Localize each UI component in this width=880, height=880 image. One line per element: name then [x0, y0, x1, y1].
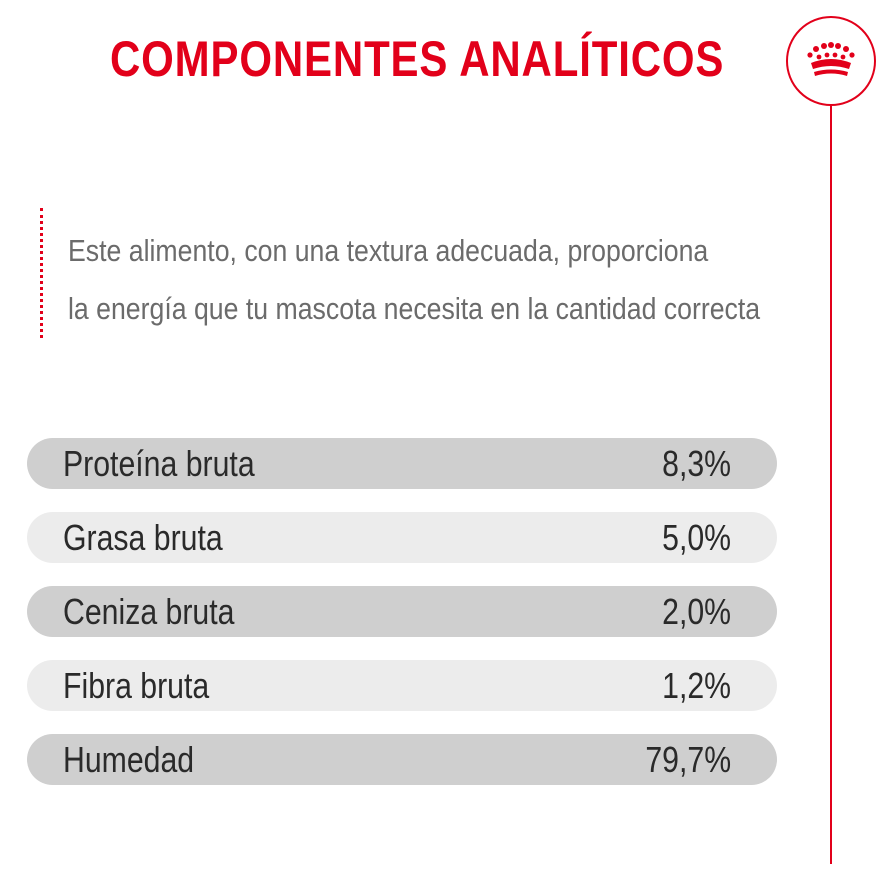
component-value: 8,3% [662, 442, 731, 484]
crown-icon [807, 42, 855, 76]
component-label: Ceniza bruta [63, 590, 235, 632]
components-table: Proteína bruta 8,3% Grasa bruta 5,0% Cen… [27, 438, 777, 808]
dotted-divider [40, 208, 43, 338]
decorative-vertical-line [830, 106, 832, 864]
page-title: COMPONENTES ANALÍTICOS [110, 31, 725, 87]
component-value: 1,2% [662, 664, 731, 706]
description-line-1: Este alimento, con una textura adecuada,… [68, 233, 709, 268]
table-row: Fibra bruta 1,2% [27, 660, 777, 711]
component-value: 5,0% [662, 516, 731, 558]
component-value: 2,0% [662, 590, 731, 632]
component-label: Grasa bruta [63, 516, 223, 558]
table-row: Humedad 79,7% [27, 734, 777, 785]
component-label: Humedad [63, 738, 195, 780]
table-row: Grasa bruta 5,0% [27, 512, 777, 563]
component-label: Fibra bruta [63, 664, 210, 706]
description: Este alimento, con una textura adecuada,… [68, 222, 842, 338]
component-label: Proteína bruta [63, 442, 255, 484]
component-value: 79,7% [645, 738, 731, 780]
brand-logo [786, 16, 876, 106]
table-row: Proteína bruta 8,3% [27, 438, 777, 489]
description-line-2: la energía que tu mascota necesita en la… [68, 291, 761, 326]
table-row: Ceniza bruta 2,0% [27, 586, 777, 637]
